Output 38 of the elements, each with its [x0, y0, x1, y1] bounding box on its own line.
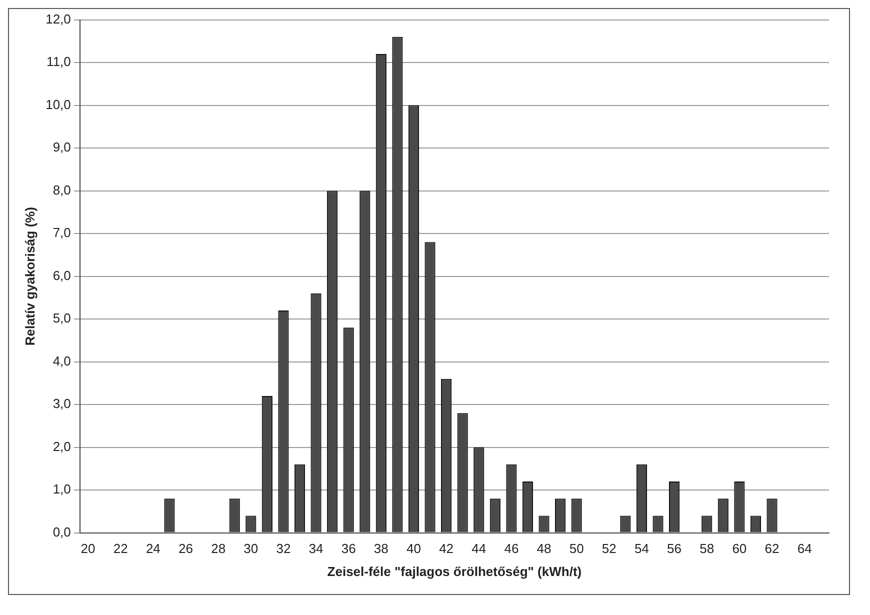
x-tick-label: 38 [374, 541, 388, 556]
x-tick-label: 24 [146, 541, 160, 556]
y-tick-label: 2,0 [52, 438, 71, 454]
x-tick-label: 32 [276, 541, 291, 556]
y-tick-label: 0,0 [52, 524, 71, 540]
x-axis-title: Zeisel-féle "fajlagos őrölhetőség" (kWh/t) [327, 564, 582, 579]
y-tick-label: 3,0 [52, 396, 71, 412]
y-tick-label: 4,0 [52, 353, 71, 368]
x-tick-label: 34 [308, 541, 324, 556]
y-tick-label: 12,0 [46, 11, 71, 26]
y-tick-label: 10,0 [46, 96, 71, 112]
x-tick-label: 50 [569, 541, 584, 556]
x-tick-label: 30 [244, 541, 258, 556]
x-tick-label: 56 [667, 541, 682, 556]
x-tick-label: 36 [341, 541, 356, 556]
x-tick-label: 62 [764, 541, 780, 556]
x-tick-label: 28 [211, 541, 226, 556]
x-tick-label: 52 [602, 541, 616, 556]
y-tick-label: 8,0 [52, 182, 71, 198]
x-tick-label: 46 [504, 541, 519, 556]
x-tick-label: 64 [797, 541, 812, 556]
y-tick-label: 9,0 [52, 140, 71, 155]
y-tick-label: 1,0 [52, 482, 71, 497]
y-tick-label: 5,0 [52, 310, 71, 326]
x-tick-label: 44 [472, 541, 486, 556]
y-tick-label: 11,0 [46, 54, 71, 70]
x-tick-label: 54 [634, 541, 649, 556]
x-tick-label: 48 [536, 541, 552, 556]
y-tick-label: 6,0 [52, 268, 71, 283]
x-tick-label: 42 [439, 541, 454, 556]
x-tick-label: 60 [732, 541, 747, 556]
x-tick-label: 20 [80, 541, 96, 556]
x-tick-label: 26 [178, 541, 193, 556]
x-tick-label: 58 [700, 541, 714, 556]
x-tick-label: 22 [113, 541, 128, 556]
x-tick-label: 40 [406, 541, 421, 556]
y-tick-label: 7,0 [52, 225, 71, 240]
y-axis-title: Relatív gyakoriság (%) [22, 206, 38, 346]
